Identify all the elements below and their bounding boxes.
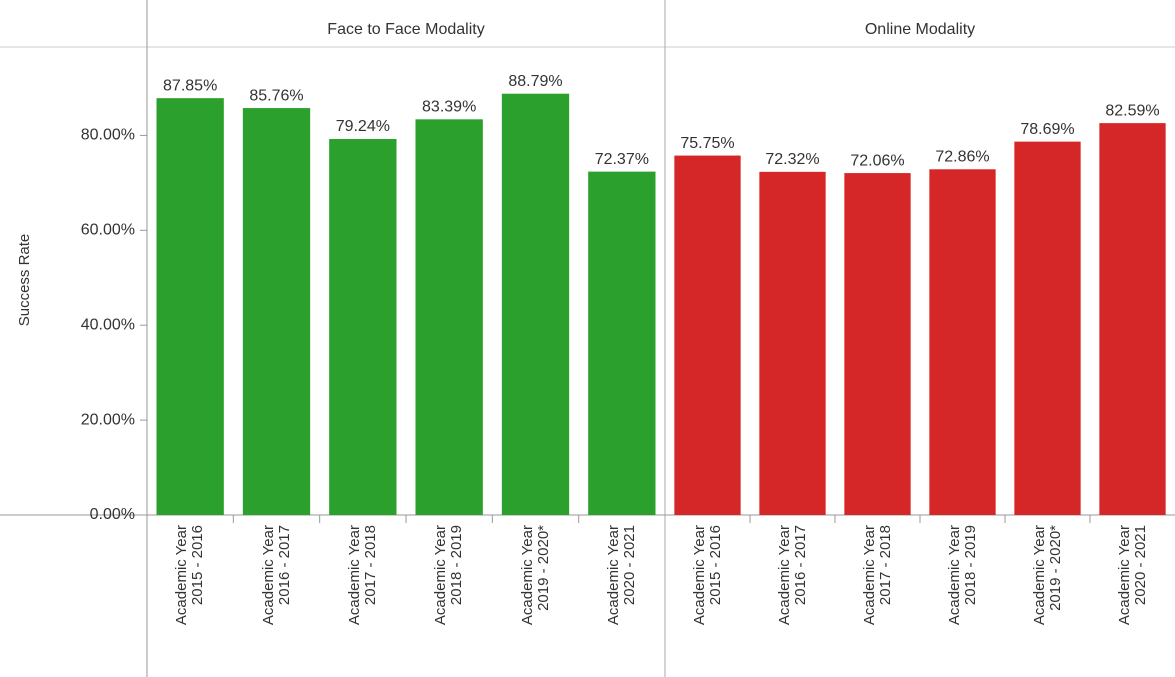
y-tick-label: 20.00% bbox=[81, 411, 135, 428]
bar bbox=[674, 155, 741, 515]
value-label: 83.39% bbox=[422, 99, 476, 116]
x-tick-label: Academic Year 2020 - 2021 bbox=[604, 525, 638, 626]
bar bbox=[759, 171, 826, 515]
bar bbox=[242, 108, 311, 516]
value-label: 85.76% bbox=[249, 87, 303, 104]
x-tick-label: Academic Year 2015 - 2016 bbox=[690, 525, 724, 626]
value-label: 79.24% bbox=[336, 118, 390, 135]
bar bbox=[844, 173, 911, 516]
value-label: 75.75% bbox=[680, 135, 734, 152]
y-tick-label: 40.00% bbox=[81, 316, 135, 333]
x-tick-label: Academic Year 2017 - 2018 bbox=[345, 525, 379, 626]
x-tick-label: Academic Year 2016 - 2017 bbox=[775, 525, 809, 626]
value-label: 72.32% bbox=[765, 151, 819, 168]
value-label: 78.69% bbox=[1020, 121, 1074, 138]
y-axis-label: Success Rate bbox=[16, 234, 33, 327]
x-tick-label: Academic Year 2019 - 2020* bbox=[1030, 525, 1064, 626]
value-label: 72.86% bbox=[935, 149, 989, 166]
value-label: 87.85% bbox=[163, 77, 217, 94]
bar bbox=[1014, 141, 1081, 516]
x-tick-label: Academic Year 2019 - 2020* bbox=[518, 525, 552, 626]
panel-title: Online Modality bbox=[865, 21, 975, 38]
x-tick-label: Academic Year 2018 - 2019 bbox=[945, 525, 979, 626]
bar bbox=[588, 171, 656, 515]
y-tick-label: 0.00% bbox=[90, 506, 135, 523]
bar bbox=[329, 139, 397, 515]
x-tick-label: Academic Year 2018 - 2019 bbox=[432, 525, 466, 626]
value-label: 88.79% bbox=[508, 73, 562, 90]
x-tick-label: Academic Year 2016 - 2017 bbox=[259, 525, 293, 626]
y-tick-label: 80.00% bbox=[81, 127, 135, 144]
x-tick-label: Academic Year 2017 - 2018 bbox=[860, 525, 894, 626]
x-tick-label: Academic Year 2015 - 2016 bbox=[173, 525, 207, 626]
value-label: 72.06% bbox=[850, 152, 904, 169]
value-label: 82.59% bbox=[1105, 102, 1159, 119]
x-tick-label: Academic Year 2020 - 2021 bbox=[1115, 525, 1149, 626]
bar bbox=[929, 169, 996, 515]
bar bbox=[156, 98, 224, 516]
panel-title: Face to Face Modality bbox=[327, 21, 484, 38]
bar bbox=[1099, 123, 1166, 515]
value-label: 72.37% bbox=[595, 151, 649, 168]
bar bbox=[501, 93, 570, 516]
y-tick-label: 60.00% bbox=[81, 222, 135, 239]
bar bbox=[415, 119, 483, 515]
